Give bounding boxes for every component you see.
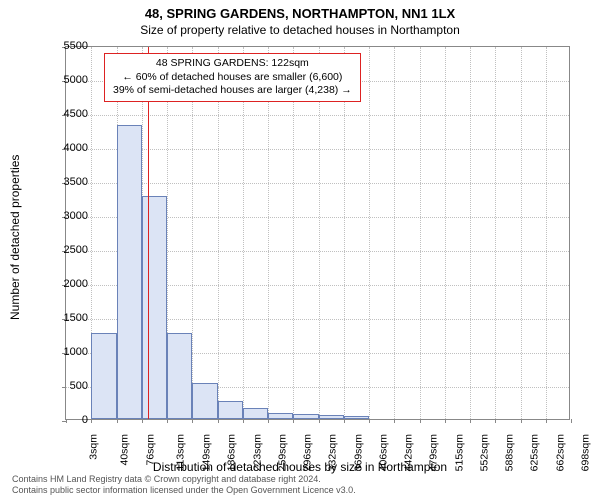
ytick-label: 4500 xyxy=(38,108,88,120)
xtick-label: 625sqm xyxy=(529,434,541,471)
footer-line-2: Contains public sector information licen… xyxy=(12,485,356,496)
gridline-v xyxy=(495,47,496,419)
ytick-label: 0 xyxy=(38,414,88,426)
info-box-line: 48 SPRING GARDENS: 122sqm xyxy=(113,57,352,71)
gridline-v xyxy=(243,47,244,419)
xtick-label: 113sqm xyxy=(174,434,186,471)
histogram-bar xyxy=(268,413,293,419)
gridline-v xyxy=(445,47,446,419)
histogram-bar xyxy=(319,415,344,419)
xtick-mark xyxy=(445,419,446,423)
page-subtitle: Size of property relative to detached ho… xyxy=(0,23,600,37)
histogram-bar xyxy=(293,414,318,419)
plot-area: 48 SPRING GARDENS: 122sqm← 60% of detach… xyxy=(65,46,570,420)
gridline-v xyxy=(546,47,547,419)
xtick-label: 149sqm xyxy=(200,434,212,471)
xtick-mark xyxy=(91,419,92,423)
ytick-label: 1500 xyxy=(38,312,88,324)
xtick-mark xyxy=(243,419,244,423)
gridline-v xyxy=(268,47,269,419)
ytick-label: 4000 xyxy=(38,142,88,154)
footer-line-1: Contains HM Land Registry data © Crown c… xyxy=(12,474,356,485)
ytick-label: 5500 xyxy=(38,40,88,52)
histogram-bar xyxy=(142,196,167,419)
xtick-label: 259sqm xyxy=(276,434,288,471)
xtick-mark xyxy=(470,419,471,423)
xtick-label: 515sqm xyxy=(453,434,465,471)
gridline-v xyxy=(420,47,421,419)
gridline-v xyxy=(344,47,345,419)
gridline-v xyxy=(218,47,219,419)
xtick-mark xyxy=(218,419,219,423)
ytick-label: 2500 xyxy=(38,244,88,256)
ytick-label: 2000 xyxy=(38,278,88,290)
gridline-v xyxy=(394,47,395,419)
xtick-label: 369sqm xyxy=(352,434,364,471)
gridline-v xyxy=(521,47,522,419)
xtick-label: 698sqm xyxy=(579,434,591,471)
xtick-mark xyxy=(192,419,193,423)
xtick-mark xyxy=(369,419,370,423)
histogram-bar xyxy=(117,125,142,419)
xtick-label: 332sqm xyxy=(327,434,339,471)
xtick-label: 552sqm xyxy=(478,434,490,471)
info-box-line: 39% of semi-detached houses are larger (… xyxy=(113,84,352,98)
xtick-label: 76sqm xyxy=(144,434,156,466)
y-axis-title: Number of detached properties xyxy=(8,155,22,320)
ytick-label: 5000 xyxy=(38,74,88,86)
gridline-v xyxy=(192,47,193,419)
xtick-mark xyxy=(495,419,496,423)
attribution-footer: Contains HM Land Registry data © Crown c… xyxy=(12,474,356,496)
xtick-mark xyxy=(268,419,269,423)
xtick-mark xyxy=(420,419,421,423)
xtick-mark xyxy=(344,419,345,423)
gridline-v xyxy=(293,47,294,419)
xtick-mark xyxy=(319,419,320,423)
xtick-mark xyxy=(546,419,547,423)
page-title: 48, SPRING GARDENS, NORTHAMPTON, NN1 1LX xyxy=(0,6,600,21)
xtick-label: 3sqm xyxy=(88,434,100,460)
xtick-label: 662sqm xyxy=(554,434,566,471)
xtick-mark xyxy=(117,419,118,423)
histogram-bar xyxy=(218,401,243,419)
gridline-v xyxy=(319,47,320,419)
xtick-mark xyxy=(571,419,572,423)
xtick-label: 223sqm xyxy=(251,434,263,471)
gridline-v xyxy=(369,47,370,419)
ytick-label: 1000 xyxy=(38,346,88,358)
xtick-label: 40sqm xyxy=(119,434,131,466)
xtick-label: 442sqm xyxy=(402,434,414,471)
histogram-bar xyxy=(344,416,369,419)
xtick-mark xyxy=(394,419,395,423)
ytick-label: 3500 xyxy=(38,176,88,188)
xtick-label: 296sqm xyxy=(301,434,313,471)
gridline-v xyxy=(470,47,471,419)
histogram-bar xyxy=(167,333,192,419)
ytick-label: 500 xyxy=(38,380,88,392)
histogram-bar xyxy=(192,383,217,419)
histogram-chart: 48 SPRING GARDENS: 122sqm← 60% of detach… xyxy=(65,46,570,420)
info-box: 48 SPRING GARDENS: 122sqm← 60% of detach… xyxy=(104,53,361,102)
histogram-bar xyxy=(91,333,116,419)
ytick-label: 3000 xyxy=(38,210,88,222)
histogram-bar xyxy=(243,408,268,419)
xtick-label: 186sqm xyxy=(226,434,238,471)
xtick-label: 406sqm xyxy=(377,434,389,471)
xtick-mark xyxy=(167,419,168,423)
xtick-label: 588sqm xyxy=(503,434,515,471)
xtick-label: 479sqm xyxy=(428,434,440,471)
xtick-mark xyxy=(521,419,522,423)
xtick-mark xyxy=(293,419,294,423)
reference-line xyxy=(148,47,149,419)
xtick-mark xyxy=(142,419,143,423)
info-box-line: ← 60% of detached houses are smaller (6,… xyxy=(113,71,352,85)
